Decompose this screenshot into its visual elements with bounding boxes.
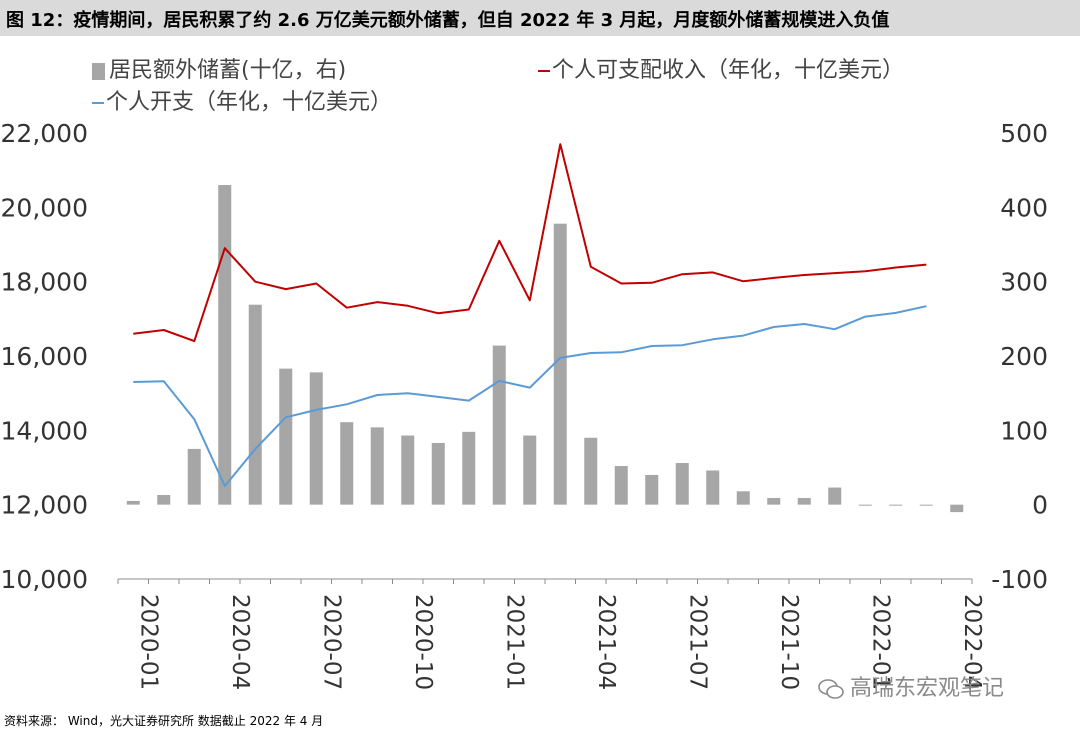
- bar-savings: [187, 448, 201, 505]
- figure-title: 图 12：疫情期间，居民积累了约 2.6 万亿美元额外储蓄，但自 2022 年 …: [0, 0, 1080, 36]
- bar-savings: [614, 466, 628, 505]
- bar-savings: [828, 487, 842, 505]
- bar-savings: [553, 223, 567, 505]
- x-tick-label: 2021-04: [593, 594, 619, 690]
- bar-savings: [370, 427, 384, 505]
- bar-swatch: [92, 62, 105, 80]
- y-left-tick-label: 16,000: [1, 342, 88, 371]
- x-tick-label: 2020-10: [410, 594, 436, 690]
- bar-savings: [858, 504, 872, 506]
- x-tick-label: 2020-07: [318, 594, 344, 690]
- watermark-text: 高瑞东宏观笔记: [850, 676, 1005, 701]
- bar-savings: [279, 368, 293, 505]
- legend-label-income: 个人可支配收入（年化，十亿美元）: [552, 58, 905, 83]
- line-income: [133, 143, 927, 343]
- bar-savings: [218, 185, 232, 505]
- legend-label-spending: 个人开支（年化，十亿美元）: [106, 90, 393, 115]
- bar-savings: [248, 304, 262, 505]
- y-right-tick-label: 400: [1000, 193, 1048, 222]
- y-right-tick-label: -100: [991, 565, 1048, 594]
- y-left-tick-label: 22,000: [1, 119, 88, 148]
- bar-savings: [706, 470, 720, 505]
- x-tick-label: 2021-07: [684, 594, 710, 690]
- y-right-tick-label: 0: [1032, 491, 1048, 520]
- bar-savings: [675, 463, 689, 505]
- bar-savings: [645, 474, 659, 505]
- bar-savings: [797, 497, 811, 505]
- legend-item-savings: 居民额外储蓄(十亿，右): [92, 52, 346, 84]
- bar-savings: [340, 422, 354, 505]
- bar-savings: [462, 431, 476, 505]
- y-left-tick-label: 18,000: [1, 268, 88, 297]
- bar-savings: [767, 497, 781, 505]
- x-tick-label: 2020-01: [135, 594, 161, 690]
- y-right-tick-label: 200: [1000, 342, 1048, 371]
- legend-item-spending: 个人开支（年化，十亿美元）: [92, 84, 392, 116]
- y-right-tick-label: 300: [1000, 268, 1048, 297]
- y-right-tick-label: 500: [1000, 119, 1048, 148]
- bar-savings: [492, 345, 506, 505]
- y-left-tick-label: 10,000: [1, 565, 88, 594]
- legend-item-income: 个人可支配收入（年化，十亿美元）: [538, 52, 904, 84]
- bar-savings: [157, 495, 171, 505]
- line-spending: [133, 305, 927, 488]
- watermark: 高瑞东宏观笔记: [818, 670, 1004, 702]
- line-swatch-spending: [92, 102, 104, 104]
- line-swatch-income: [538, 70, 550, 72]
- bar-savings: [309, 372, 323, 505]
- bar-savings: [584, 437, 598, 505]
- x-tick-label: 2021-10: [776, 594, 802, 690]
- y-right-tick-label: 100: [1000, 416, 1048, 445]
- bar-savings: [919, 504, 933, 506]
- bar-savings: [950, 504, 964, 513]
- y-left-tick-label: 20,000: [1, 193, 88, 222]
- bar-savings: [126, 500, 140, 505]
- x-tick-label: 2021-01: [501, 594, 527, 690]
- bar-savings: [401, 435, 415, 505]
- y-left-tick-label: 12,000: [1, 491, 88, 520]
- source-note: 资料来源： Wind，光大证券研究所 数据截止 2022 年 4 月: [4, 714, 324, 728]
- bar-savings: [889, 504, 903, 506]
- legend-label-savings: 居民额外储蓄(十亿，右): [109, 58, 347, 83]
- x-tick-label: 2020-04: [227, 594, 253, 690]
- wechat-icon: [818, 679, 844, 699]
- bar-savings: [523, 435, 537, 505]
- bar-savings: [736, 491, 750, 505]
- x-tick-label: 2022-01: [867, 594, 893, 690]
- y-left-tick-label: 14,000: [1, 416, 88, 445]
- bar-savings: [431, 442, 445, 505]
- x-tick-label: 2022-04: [959, 594, 985, 690]
